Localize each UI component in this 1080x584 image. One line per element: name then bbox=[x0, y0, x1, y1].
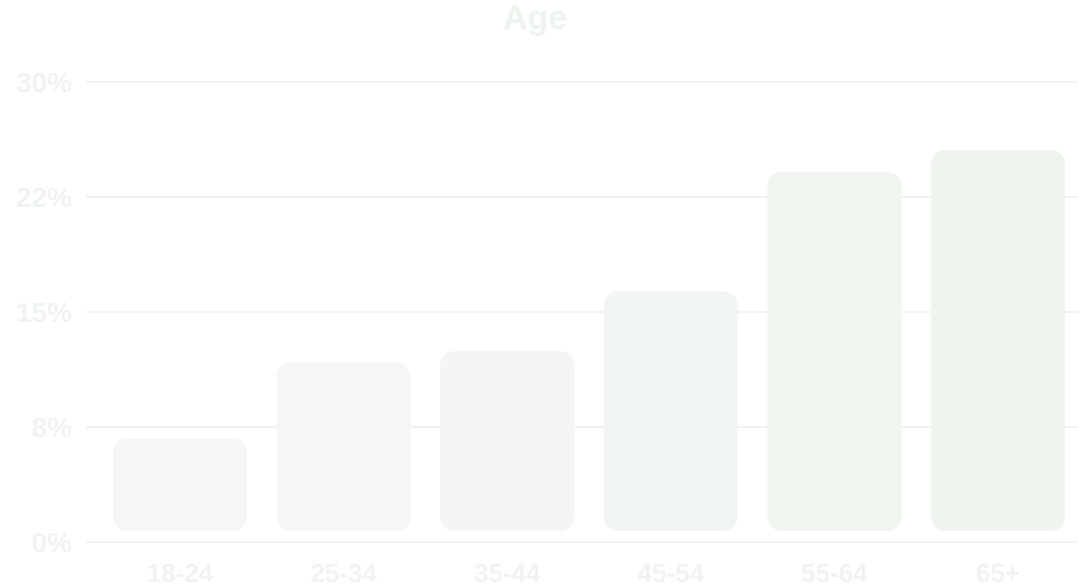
bar-45-54 bbox=[603, 291, 738, 531]
x-tick-label: 18-24 bbox=[147, 558, 214, 584]
y-axis-tick-labels: 0% 8% 15% 22% 30% bbox=[16, 67, 72, 558]
x-tick-label: 25-34 bbox=[310, 558, 377, 584]
x-tick-label: 65+ bbox=[976, 558, 1020, 584]
y-tick-label: 8% bbox=[32, 412, 73, 443]
y-tick-label: 22% bbox=[16, 182, 72, 213]
bar-65-plus bbox=[931, 149, 1065, 531]
x-axis-tick-labels: 18-24 25-34 35-44 45-54 55-64 65+ bbox=[147, 558, 1020, 584]
bar-25-34 bbox=[276, 362, 411, 531]
x-tick-label: 35-44 bbox=[474, 558, 541, 584]
grid-lines bbox=[86, 81, 1078, 543]
y-tick-label: 30% bbox=[16, 67, 72, 98]
chart-title: Age bbox=[503, 0, 567, 37]
x-tick-label: 55-64 bbox=[801, 558, 868, 584]
bar-55-64 bbox=[767, 171, 902, 531]
y-tick-label: 15% bbox=[16, 297, 72, 328]
y-tick-label: 0% bbox=[32, 527, 73, 558]
bar-35-44 bbox=[440, 351, 575, 531]
bar-18-24 bbox=[113, 438, 247, 531]
x-tick-label: 45-54 bbox=[638, 558, 705, 584]
bars bbox=[113, 149, 1065, 531]
